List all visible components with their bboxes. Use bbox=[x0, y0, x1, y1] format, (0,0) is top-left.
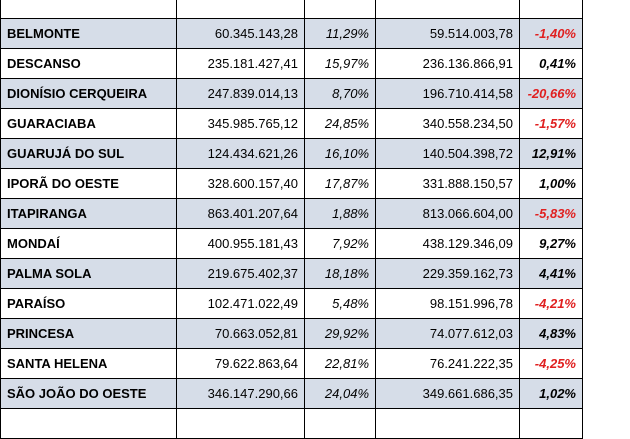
percent-cell: 8,70% bbox=[304, 78, 376, 109]
value-1-cell: 79.622.863,64 bbox=[176, 348, 305, 379]
value-2-cell: 813.066.604,00 bbox=[375, 198, 520, 229]
table-row: GUARUJÁ DO SUL 124.434.621,26 16,10% 140.50… bbox=[0, 138, 583, 169]
value-1-cell: 328.600.157,40 bbox=[176, 168, 305, 199]
table-row: GUARACIABA 345.985.765,12 24,85% 340.558.23… bbox=[0, 108, 583, 139]
table-row bbox=[0, 0, 583, 19]
variation-cell: 0,41% bbox=[519, 48, 583, 79]
percent-cell: 11,29% bbox=[304, 18, 376, 49]
variation-cell bbox=[519, 408, 583, 439]
percent-cell: 7,92% bbox=[304, 228, 376, 259]
variation-cell: -5,83% bbox=[519, 198, 583, 229]
value-1-cell: 124.434.621,26 bbox=[176, 138, 305, 169]
municipality-name-cell: SANTA HELENA bbox=[0, 348, 177, 379]
percent-cell: 22,81% bbox=[304, 348, 376, 379]
variation-cell: -4,21% bbox=[519, 288, 583, 319]
value-2-cell: 76.241.222,35 bbox=[375, 348, 520, 379]
variation-cell: 4,41% bbox=[519, 258, 583, 289]
value-1-cell: 235.181.427,41 bbox=[176, 48, 305, 79]
municipality-name-cell bbox=[0, 408, 177, 439]
municipality-name-cell: IPORÃ DO OESTE bbox=[0, 168, 177, 199]
variation-cell: -4,25% bbox=[519, 348, 583, 379]
value-2-cell bbox=[375, 0, 520, 19]
variation-cell: 1,02% bbox=[519, 378, 583, 409]
value-2-cell bbox=[375, 408, 520, 439]
value-1-cell: 400.955.181,43 bbox=[176, 228, 305, 259]
percent-cell bbox=[304, 0, 376, 19]
value-1-cell: 60.345.143,28 bbox=[176, 18, 305, 49]
percent-cell: 24,85% bbox=[304, 108, 376, 139]
value-2-cell: 438.129.346,09 bbox=[375, 228, 520, 259]
value-2-cell: 331.888.150,57 bbox=[375, 168, 520, 199]
variation-cell: 9,27% bbox=[519, 228, 583, 259]
table-row: DIONÍSIO CERQUEIRA 247.839.014,13 8,70% 196… bbox=[0, 78, 583, 109]
value-1-cell: 863.401.207,64 bbox=[176, 198, 305, 229]
percent-cell: 17,87% bbox=[304, 168, 376, 199]
table-row: ITAPIRANGA 863.401.207,64 1,88% 813.066.604… bbox=[0, 198, 583, 229]
table-row: SÃO JOÃO DO OESTE 346.147.290,66 24,04% 349… bbox=[0, 378, 583, 409]
variation-cell: -20,66% bbox=[519, 78, 583, 109]
value-2-cell: 140.504.398,72 bbox=[375, 138, 520, 169]
value-1-cell: 102.471.022,49 bbox=[176, 288, 305, 319]
value-2-cell: 229.359.162,73 bbox=[375, 258, 520, 289]
municipality-name-cell: DESCANSO bbox=[0, 48, 177, 79]
percent-cell: 5,48% bbox=[304, 288, 376, 319]
value-2-cell: 196.710.414,58 bbox=[375, 78, 520, 109]
table-row bbox=[0, 408, 583, 439]
table-row: IPORÃ DO OESTE 328.600.157,40 17,87% 331.88… bbox=[0, 168, 583, 199]
municipality-name-cell: PALMA SOLA bbox=[0, 258, 177, 289]
table-row: PALMA SOLA 219.675.402,37 18,18% 229.359.16… bbox=[0, 258, 583, 289]
municipality-name-cell bbox=[0, 0, 177, 19]
value-2-cell: 59.514.003,78 bbox=[375, 18, 520, 49]
percent-cell: 15,97% bbox=[304, 48, 376, 79]
percent-cell: 24,04% bbox=[304, 378, 376, 409]
percent-cell: 1,88% bbox=[304, 198, 376, 229]
value-2-cell: 236.136.866,91 bbox=[375, 48, 520, 79]
municipality-name-cell: PRINCESA bbox=[0, 318, 177, 349]
value-1-cell: 70.663.052,81 bbox=[176, 318, 305, 349]
value-2-cell: 98.151.996,78 bbox=[375, 288, 520, 319]
variation-cell: 12,91% bbox=[519, 138, 583, 169]
municipality-name-cell: GUARACIABA bbox=[0, 108, 177, 139]
value-1-cell: 346.147.290,66 bbox=[176, 378, 305, 409]
table-row: SANTA HELENA 79.622.863,64 22,81% 76.241.22… bbox=[0, 348, 583, 379]
variation-cell bbox=[519, 0, 583, 19]
variation-cell: -1,57% bbox=[519, 108, 583, 139]
value-1-cell: 345.985.765,12 bbox=[176, 108, 305, 139]
value-1-cell: 219.675.402,37 bbox=[176, 258, 305, 289]
table-row: MONDAÍ 400.955.181,43 7,92% 438.129.346,09 9… bbox=[0, 228, 583, 259]
table-body: BELMONTE 60.345.143,28 11,29% 59.514.003,78… bbox=[0, 0, 583, 439]
municipality-name-cell: DIONÍSIO CERQUEIRA bbox=[0, 78, 177, 109]
value-2-cell: 340.558.234,50 bbox=[375, 108, 520, 139]
table-row: BELMONTE 60.345.143,28 11,29% 59.514.003,78… bbox=[0, 18, 583, 49]
percent-cell bbox=[304, 408, 376, 439]
value-1-cell: 247.839.014,13 bbox=[176, 78, 305, 109]
variation-cell: 4,83% bbox=[519, 318, 583, 349]
municipality-name-cell: MONDAÍ bbox=[0, 228, 177, 259]
variation-cell: 1,00% bbox=[519, 168, 583, 199]
municipality-name-cell: SÃO JOÃO DO OESTE bbox=[0, 378, 177, 409]
municipality-name-cell: ITAPIRANGA bbox=[0, 198, 177, 229]
municipality-name-cell: BELMONTE bbox=[0, 18, 177, 49]
municipality-name-cell: GUARUJÁ DO SUL bbox=[0, 138, 177, 169]
percent-cell: 16,10% bbox=[304, 138, 376, 169]
percent-cell: 29,92% bbox=[304, 318, 376, 349]
variation-cell: -1,40% bbox=[519, 18, 583, 49]
municipal-values-table: BELMONTE 60.345.143,28 11,29% 59.514.003,78… bbox=[0, 0, 583, 439]
value-1-cell bbox=[176, 0, 305, 19]
value-2-cell: 74.077.612,03 bbox=[375, 318, 520, 349]
table-row: PRINCESA 70.663.052,81 29,92% 74.077.612,03… bbox=[0, 318, 583, 349]
value-2-cell: 349.661.686,35 bbox=[375, 378, 520, 409]
value-1-cell bbox=[176, 408, 305, 439]
table-row: DESCANSO 235.181.427,41 15,97% 236.136.866,… bbox=[0, 48, 583, 79]
percent-cell: 18,18% bbox=[304, 258, 376, 289]
table-row: PARAÍSO 102.471.022,49 5,48% 98.151.996,78-… bbox=[0, 288, 583, 319]
municipality-name-cell: PARAÍSO bbox=[0, 288, 177, 319]
